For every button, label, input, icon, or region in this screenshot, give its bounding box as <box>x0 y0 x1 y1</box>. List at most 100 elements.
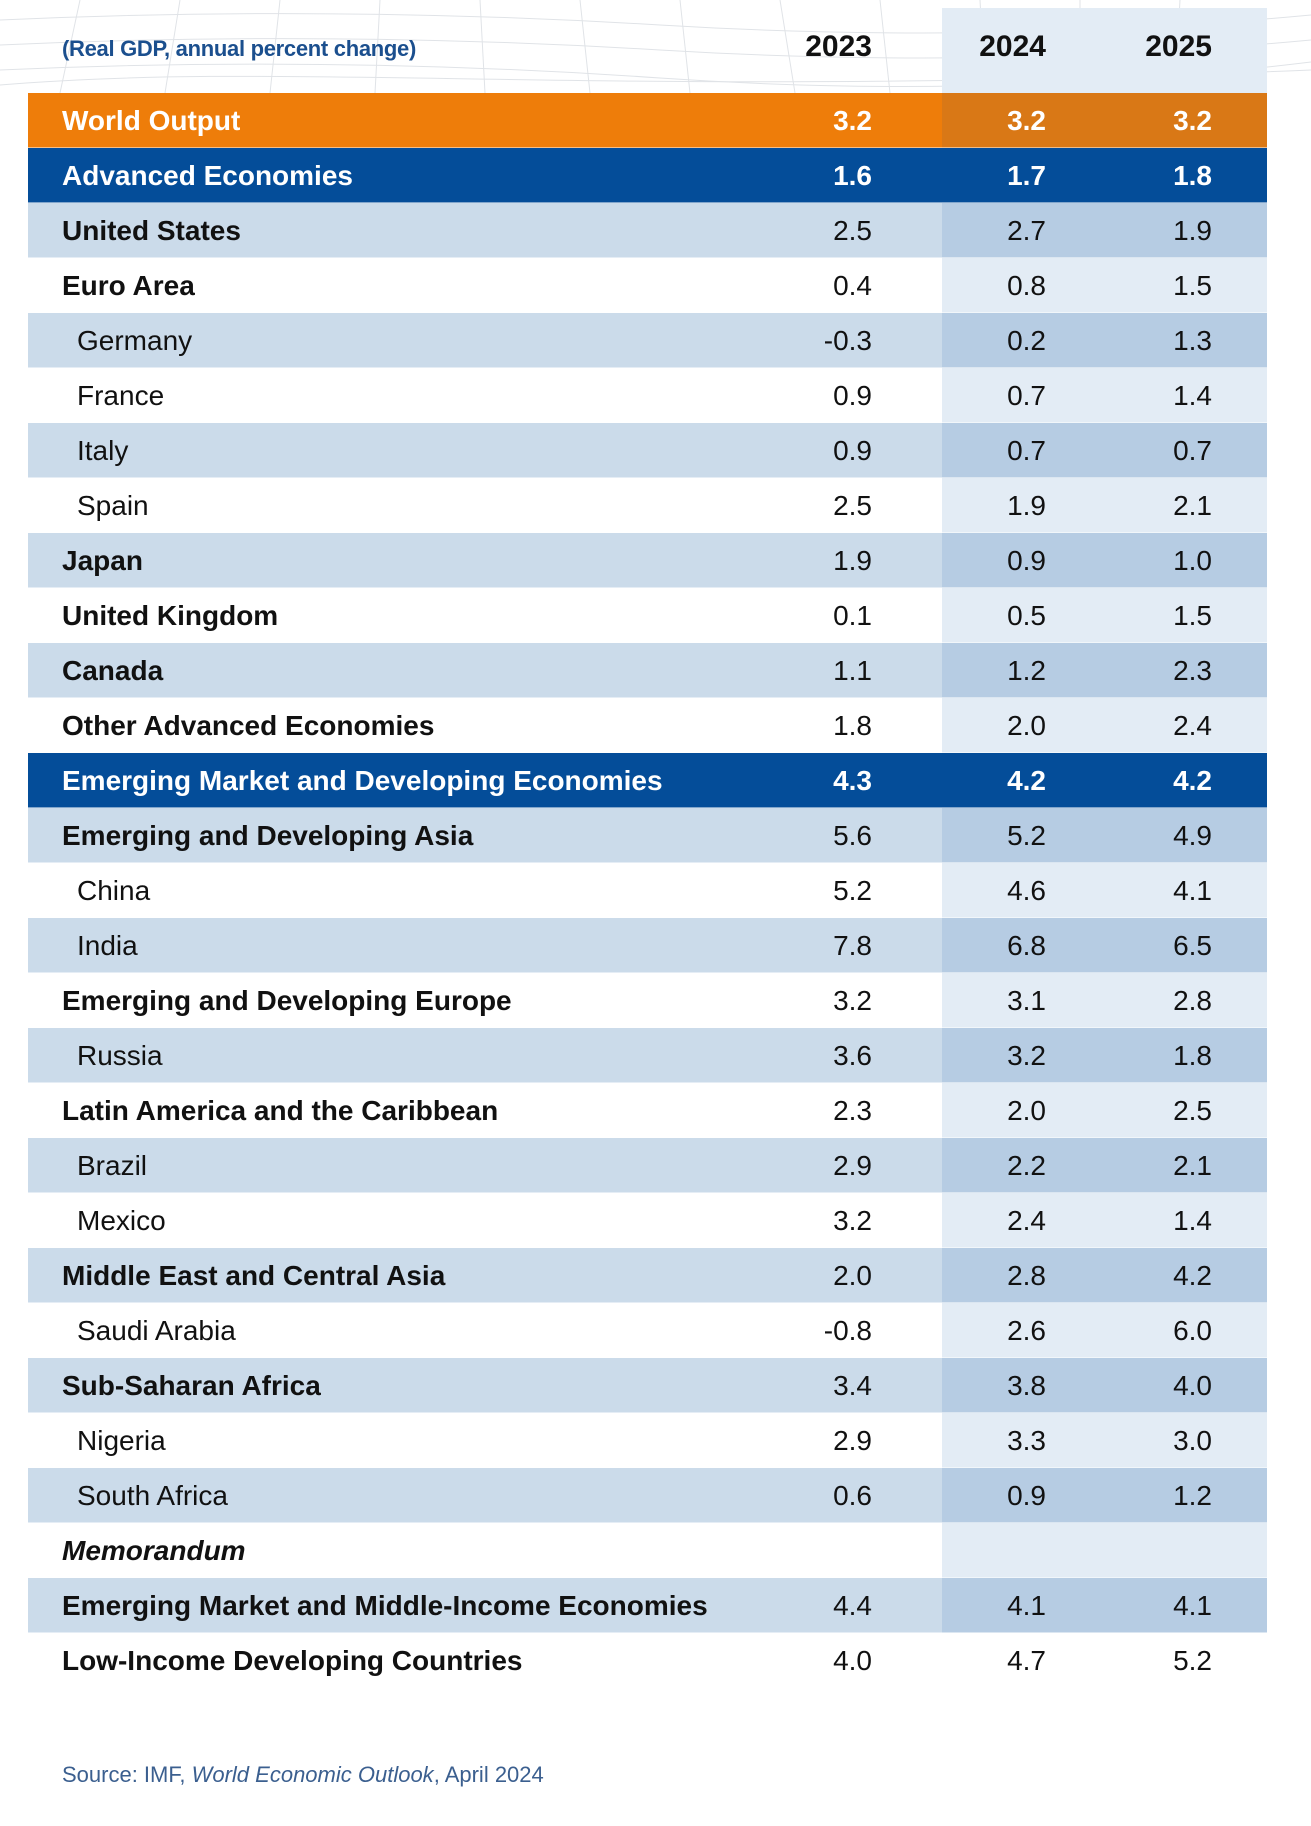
value-2024: 3.2 <box>1007 104 1046 136</box>
row-divider <box>28 752 1267 753</box>
value-2023: 1.9 <box>833 544 872 576</box>
table-row: Latin America and the Caribbean 2.3 2.0 2.5 <box>28 1083 1267 1138</box>
value-2023: 2.5 <box>833 214 872 246</box>
row-divider <box>28 587 1267 588</box>
projection-cell-bg <box>942 753 1267 808</box>
value-2023: -0.8 <box>823 1314 872 1346</box>
value-2025: 4.0 <box>1173 1369 1212 1401</box>
row-divider <box>28 257 1267 258</box>
value-2023: 5.2 <box>833 874 872 906</box>
row-label: China <box>77 874 151 906</box>
value-2025: 1.5 <box>1173 269 1212 301</box>
row-divider <box>28 1687 1267 1688</box>
value-2023: 7.8 <box>833 929 872 961</box>
value-2024: 2.4 <box>1007 1204 1046 1236</box>
value-2024: 0.9 <box>1007 544 1046 576</box>
row-label: United Kingdom <box>62 599 279 631</box>
row-label: Spain <box>77 489 149 521</box>
table-row: Low-Income Developing Countries 4.0 4.7 5.2 <box>28 1633 1267 1688</box>
row-label: Emerging and Developing Europe <box>62 984 512 1016</box>
table-row: China 5.2 4.6 4.1 <box>28 863 1267 918</box>
row-divider <box>28 1027 1267 1028</box>
row-divider <box>28 532 1267 533</box>
row-divider <box>28 1082 1267 1083</box>
table-subtitle: (Real GDP, annual percent change) <box>62 36 417 61</box>
value-2023: 3.6 <box>833 1039 872 1071</box>
value-2025: 2.4 <box>1173 709 1212 741</box>
year-header-2025: 2025 <box>1145 30 1212 63</box>
table-row: Emerging and Developing Asia 5.6 5.2 4.9 <box>28 808 1267 863</box>
row-divider <box>28 202 1267 203</box>
value-2024: 5.2 <box>1007 819 1046 851</box>
value-2025: 4.9 <box>1173 819 1212 851</box>
row-divider <box>28 917 1267 918</box>
table-row: Other Advanced Economies 1.8 2.0 2.4 <box>28 698 1267 753</box>
value-2024: 0.5 <box>1007 599 1046 631</box>
value-2025: 0.7 <box>1173 434 1212 466</box>
value-2024: 1.2 <box>1007 654 1046 686</box>
row-label: Advanced Economies <box>62 159 353 191</box>
value-2025: 4.2 <box>1173 1259 1212 1291</box>
row-label: Canada <box>62 654 164 686</box>
projection-cell-bg <box>942 148 1267 203</box>
row-divider <box>28 1412 1267 1413</box>
table-row: France 0.9 0.7 1.4 <box>28 368 1267 423</box>
value-2023: 0.6 <box>833 1479 872 1511</box>
value-2025: 2.1 <box>1173 1149 1212 1181</box>
row-divider <box>28 422 1267 423</box>
row-label: Sub-Saharan Africa <box>62 1369 321 1401</box>
projection-cell-bg <box>942 1248 1267 1303</box>
table-row: United States 2.5 2.7 1.9 <box>28 203 1267 258</box>
value-2025: 2.1 <box>1173 489 1212 521</box>
table-row: Saudi Arabia -0.8 2.6 6.0 <box>28 1303 1267 1358</box>
row-divider <box>28 1247 1267 1248</box>
table-row: Sub-Saharan Africa 3.4 3.8 4.0 <box>28 1358 1267 1413</box>
row-label: Euro Area <box>62 269 195 301</box>
row-label: India <box>77 929 138 961</box>
value-2023: 2.5 <box>833 489 872 521</box>
row-divider <box>28 807 1267 808</box>
row-label: United States <box>62 214 241 246</box>
value-2025: 1.8 <box>1173 1039 1212 1071</box>
row-divider <box>28 972 1267 973</box>
value-2023: 0.1 <box>833 599 872 631</box>
row-label: Japan <box>62 544 143 576</box>
table-row: Nigeria 2.9 3.3 3.0 <box>28 1413 1267 1468</box>
row-divider <box>28 1357 1267 1358</box>
value-2024: 4.1 <box>1007 1589 1046 1621</box>
row-divider <box>28 312 1267 313</box>
table-row: Brazil 2.9 2.2 2.1 <box>28 1138 1267 1193</box>
table-row: Emerging and Developing Europe 3.2 3.1 2.8 <box>28 973 1267 1028</box>
year-header-2023: 2023 <box>805 30 872 63</box>
row-divider <box>28 1522 1267 1523</box>
row-label: Italy <box>77 434 129 466</box>
projection-cell-bg <box>942 203 1267 258</box>
projection-cell-bg <box>942 1138 1267 1193</box>
projection-cell-bg <box>942 423 1267 478</box>
value-2024: 2.8 <box>1007 1259 1046 1291</box>
projection-cell-bg <box>942 93 1267 148</box>
table-row: India 7.8 6.8 6.5 <box>28 918 1267 973</box>
value-2025: 1.3 <box>1173 324 1212 356</box>
table-row: Middle East and Central Asia 2.0 2.8 4.2 <box>28 1248 1267 1303</box>
row-label: Emerging Market and Developing Economies <box>62 764 663 796</box>
value-2023: 0.4 <box>833 269 872 301</box>
row-label: World Output <box>62 104 241 136</box>
value-2025: 1.2 <box>1173 1479 1212 1511</box>
value-2025: 5.2 <box>1173 1644 1212 1676</box>
value-2023: 5.6 <box>833 819 872 851</box>
value-2023: 2.0 <box>833 1259 872 1291</box>
projection-cell-bg <box>942 808 1267 863</box>
value-2024: 0.9 <box>1007 1479 1046 1511</box>
row-label: Germany <box>77 324 193 356</box>
table-row: Spain 2.5 1.9 2.1 <box>28 478 1267 533</box>
value-2024: 3.1 <box>1007 984 1046 1016</box>
table-row: United Kingdom 0.1 0.5 1.5 <box>28 588 1267 643</box>
row-label: Middle East and Central Asia <box>62 1259 446 1291</box>
row-divider <box>28 1302 1267 1303</box>
value-2024: 2.0 <box>1007 1094 1046 1126</box>
row-label: Nigeria <box>77 1424 166 1456</box>
row-label: Latin America and the Caribbean <box>62 1094 499 1126</box>
value-2023: 2.3 <box>833 1094 872 1126</box>
row-divider <box>28 642 1267 643</box>
